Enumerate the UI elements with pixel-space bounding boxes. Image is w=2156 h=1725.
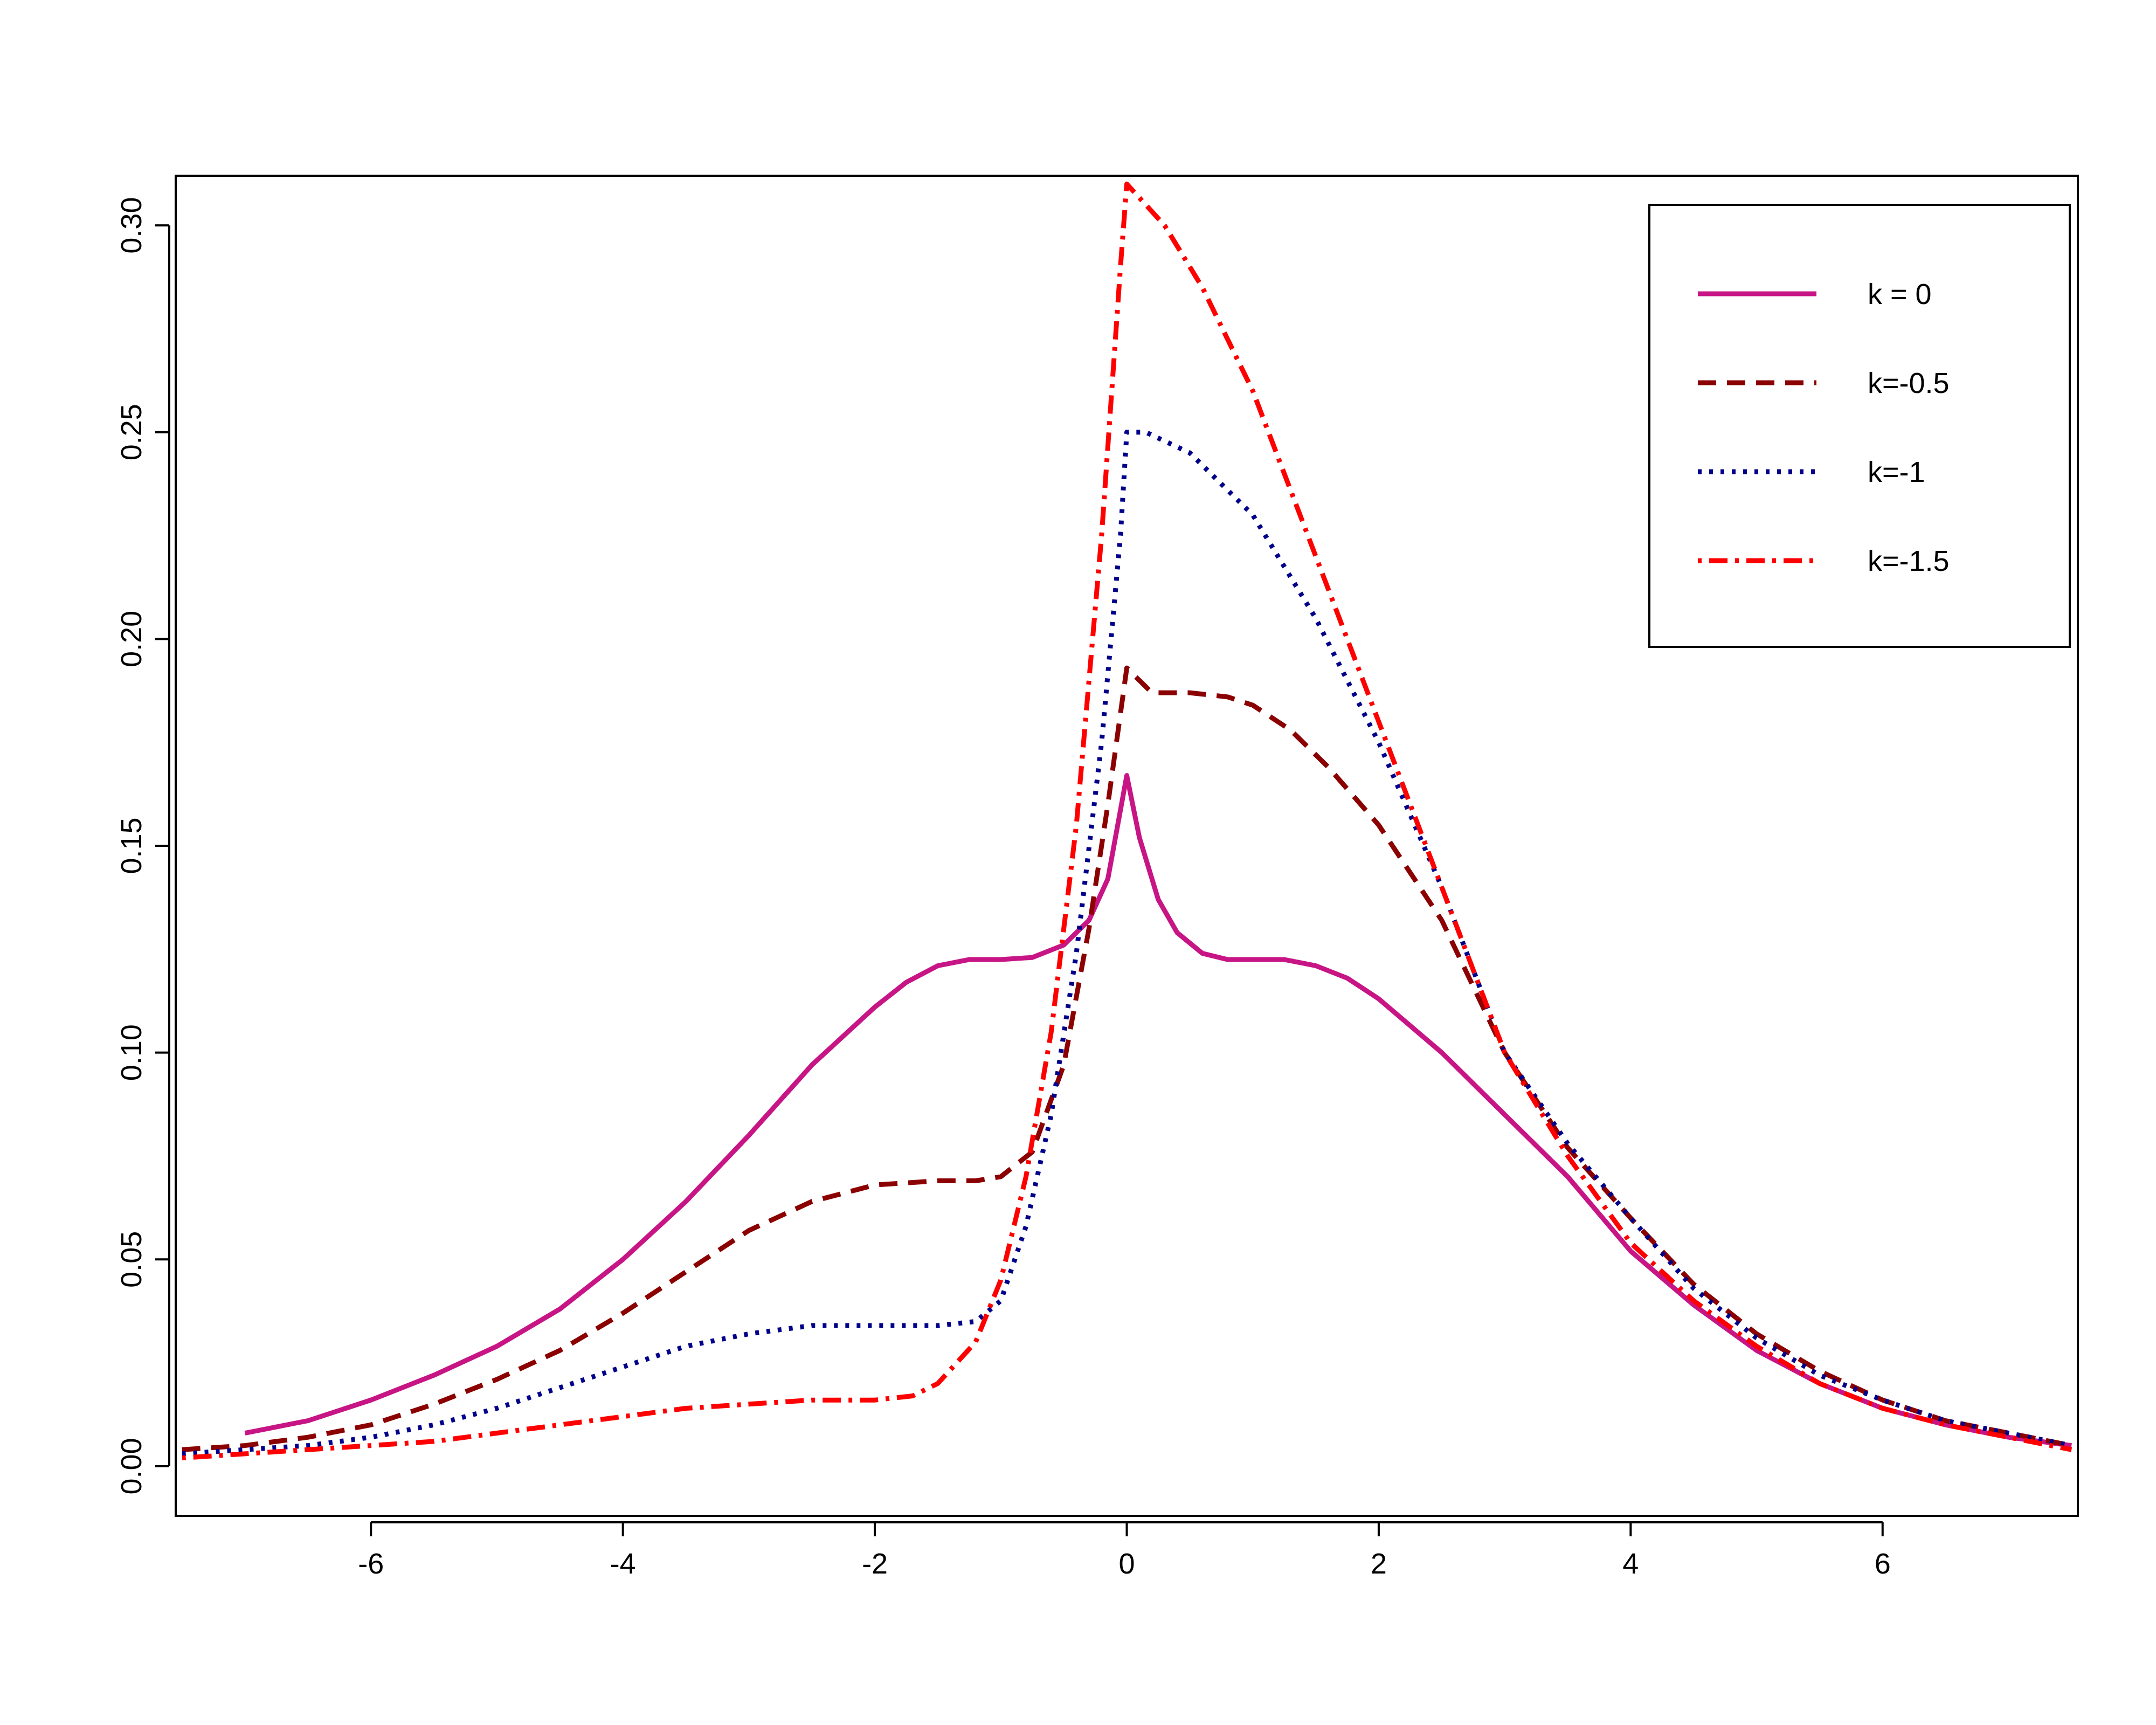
y-tick-label: 0.20 xyxy=(115,611,148,667)
x-tick-label: -2 xyxy=(862,1548,888,1580)
series-line-3 xyxy=(182,181,2072,1461)
y-axis: 0.00 0.05 0.10 0.15 0.20 0.25 0.30 xyxy=(115,197,170,1494)
legend-label-0: k = 0 xyxy=(1868,278,1932,310)
legend-label-2: k=-1 xyxy=(1868,456,1925,488)
x-tick-label: 2 xyxy=(1371,1548,1387,1580)
legend: k = 0 k=-0.5 k=-1 k=-1.5 xyxy=(1648,204,2071,648)
x-tick-label: -6 xyxy=(358,1548,384,1580)
legend-label-3: k=-1.5 xyxy=(1868,545,1950,577)
legend-box xyxy=(1648,204,2071,648)
y-tick-label: 0.00 xyxy=(115,1438,148,1494)
x-tick-label: 6 xyxy=(1875,1548,1891,1580)
y-tick-label: 0.25 xyxy=(115,404,148,460)
x-tick-label: -4 xyxy=(610,1548,636,1580)
series-line-0 xyxy=(244,773,2072,1448)
series-layer xyxy=(182,181,2072,1461)
y-tick-label: 0.30 xyxy=(115,197,148,254)
legend-label-1: k=-0.5 xyxy=(1868,367,1950,399)
y-tick-label: 0.05 xyxy=(115,1231,148,1288)
x-tick-label: 0 xyxy=(1118,1548,1135,1580)
x-tick-label: 4 xyxy=(1622,1548,1639,1580)
series-line-1 xyxy=(182,665,2072,1452)
x-axis: -6 -4 -2 0 2 4 6 xyxy=(358,1521,1891,1580)
series-line-2 xyxy=(182,430,2072,1457)
y-tick-label: 0.15 xyxy=(115,817,148,874)
plot-frame xyxy=(175,175,2079,1517)
y-tick-label: 0.10 xyxy=(115,1024,148,1081)
